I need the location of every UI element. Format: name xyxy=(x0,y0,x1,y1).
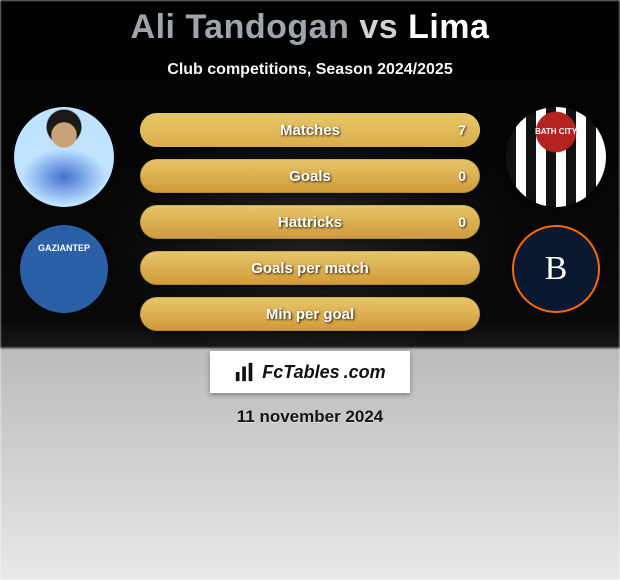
bars-icon xyxy=(234,361,256,383)
body-row: Matches 7 Goals 0 Hattricks 0 Goals per match M… xyxy=(0,107,620,331)
stat-label: Goals per match xyxy=(251,260,369,277)
stat-label: Goals xyxy=(289,168,331,185)
player1-name: Ali Tandogan xyxy=(131,8,350,46)
brand-text: FcTables xyxy=(262,362,339,383)
player2-name: Lima xyxy=(408,8,489,46)
stat-label: Hattricks xyxy=(278,214,342,231)
stat-value-p2: 0 xyxy=(458,205,466,239)
right-side xyxy=(500,107,612,313)
stat-row: Matches 7 xyxy=(140,113,480,147)
stat-label: Matches xyxy=(280,122,340,139)
stat-row: Goals per match xyxy=(140,251,480,285)
vs-label: vs xyxy=(359,8,398,46)
stat-value-p2: 0 xyxy=(458,159,466,193)
stats-column: Matches 7 Goals 0 Hattricks 0 Goals per match M… xyxy=(120,107,500,331)
player2-club-crest xyxy=(512,225,600,313)
stat-row: Hattricks 0 xyxy=(140,205,480,239)
comparison-title: Ali Tandogan vs Lima xyxy=(0,8,620,47)
player1-avatar xyxy=(14,107,114,207)
stat-row: Goals 0 xyxy=(140,159,480,193)
stat-label: Min per goal xyxy=(266,306,354,323)
infographic-container: Ali Tandogan vs Lima Club competitions, … xyxy=(0,0,620,580)
left-side xyxy=(8,107,120,313)
date-label: 11 november 2024 xyxy=(237,407,383,427)
brand-watermark: FcTables.com xyxy=(210,351,410,393)
player1-club-crest xyxy=(20,225,108,313)
brand-suffix: .com xyxy=(344,362,386,383)
player2-avatar xyxy=(506,107,606,207)
stat-row: Min per goal xyxy=(140,297,480,331)
stat-value-p2: 7 xyxy=(458,113,466,147)
subtitle: Club competitions, Season 2024/2025 xyxy=(0,61,620,79)
